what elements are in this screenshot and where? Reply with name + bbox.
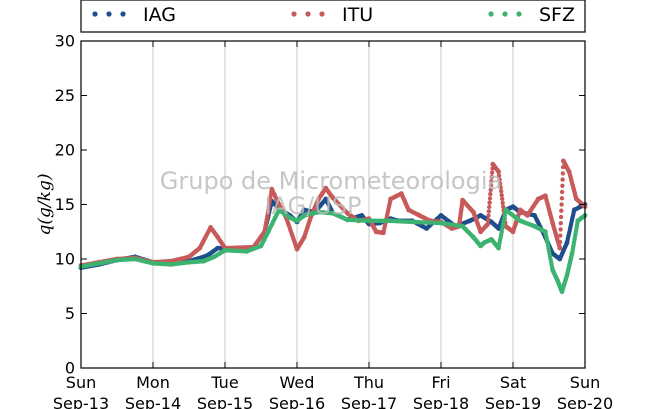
data-point (485, 221, 491, 227)
data-point (488, 187, 493, 193)
y-tick-label: 20 (55, 141, 75, 160)
y-tick-label: 25 (55, 86, 75, 105)
x-tick-date: Sep-17 (341, 394, 397, 409)
watermark-line-1: Grupo de Micrometeorologia (160, 167, 502, 195)
data-point (557, 245, 563, 251)
data-point (560, 177, 565, 182)
data-point (489, 174, 494, 180)
legend-marker (516, 11, 522, 17)
data-point (488, 191, 493, 197)
data-point (558, 227, 563, 232)
legend-label: SFZ (539, 4, 575, 26)
data-point (499, 193, 504, 198)
x-tick-date: Sep-15 (197, 394, 253, 409)
data-point (487, 204, 492, 210)
x-tick-date: Sep-16 (269, 394, 325, 409)
x-axis-ticks: Sun Sep-13 Mon Sep-14 Tue Sep-15 Wed Sep-16 Thu S… (53, 41, 613, 409)
y-tick-label: 30 (55, 32, 75, 51)
legend-marker (319, 11, 325, 17)
legend-label: IAG (143, 4, 176, 26)
legend-marker (92, 11, 98, 17)
data-point (486, 213, 491, 218)
legend-marker (502, 11, 508, 17)
legend-box (80, 0, 586, 33)
legend-marker (106, 11, 112, 17)
x-tick-date: Sep-18 (413, 394, 469, 409)
data-point (489, 179, 494, 184)
watermark-line-2: IAG/USP (264, 192, 361, 220)
data-point (486, 209, 492, 214)
legend-marker (488, 11, 494, 17)
data-points (78, 158, 588, 295)
data-point (557, 239, 563, 245)
data-point (500, 200, 505, 206)
series-sfz (78, 207, 588, 295)
data-point (559, 208, 564, 213)
data-point (497, 181, 503, 186)
x-tick-date: Sep-20 (557, 394, 613, 409)
data-point (497, 177, 502, 182)
data-point (487, 200, 492, 205)
data-point (500, 196, 505, 202)
x-tick-day: Tue (210, 373, 238, 392)
data-point (498, 185, 503, 190)
data-point (559, 202, 564, 207)
x-tick-day: Sun (570, 373, 600, 392)
data-point (488, 183, 494, 188)
data-point (499, 189, 504, 194)
legend-item-sfz: SFZ (488, 4, 575, 26)
x-tick-date: Sep-14 (125, 394, 181, 409)
data-point (496, 169, 501, 175)
x-tick-day: Sat (500, 373, 526, 392)
data-point (496, 173, 502, 178)
x-tick-day: Fri (431, 373, 450, 392)
x-tick-date: Sep-19 (485, 394, 541, 409)
y-tick-label: 5 (65, 304, 75, 323)
data-point (486, 217, 491, 222)
y-axis-label: q(g/kg) (35, 174, 55, 236)
legend-marker (291, 11, 297, 17)
x-tick-day: Mon (136, 373, 170, 392)
data-point (558, 233, 563, 238)
data-point (560, 171, 566, 176)
y-tick-label: 15 (55, 195, 75, 214)
data-point (558, 221, 563, 226)
legend-item-itu: ITU (291, 4, 373, 26)
y-axis-ticks: 0 5 10 15 20 25 30 (55, 32, 585, 378)
x-tick-day: Wed (280, 373, 315, 392)
y-tick-label: 10 (55, 250, 75, 269)
data-point (559, 189, 565, 195)
data-point (558, 214, 564, 220)
data-point (559, 196, 565, 201)
watermark: Grupo de Micrometeorologia IAG/USP (160, 167, 502, 220)
y-tick-label: 0 (65, 359, 75, 378)
legend-label: ITU (342, 4, 373, 26)
legend-marker (120, 11, 126, 17)
x-tick-date: Sep-13 (53, 394, 109, 409)
data-point (560, 183, 565, 188)
legend-marker (305, 11, 311, 17)
legend: IAG ITU SFZ (80, 0, 586, 33)
data-point (489, 170, 495, 175)
data-point (501, 204, 506, 209)
x-tick-day: Sun (66, 373, 96, 392)
legend-item-iag: IAG (92, 4, 176, 26)
x-tick-day: Thu (353, 373, 384, 392)
data-point (487, 196, 493, 201)
